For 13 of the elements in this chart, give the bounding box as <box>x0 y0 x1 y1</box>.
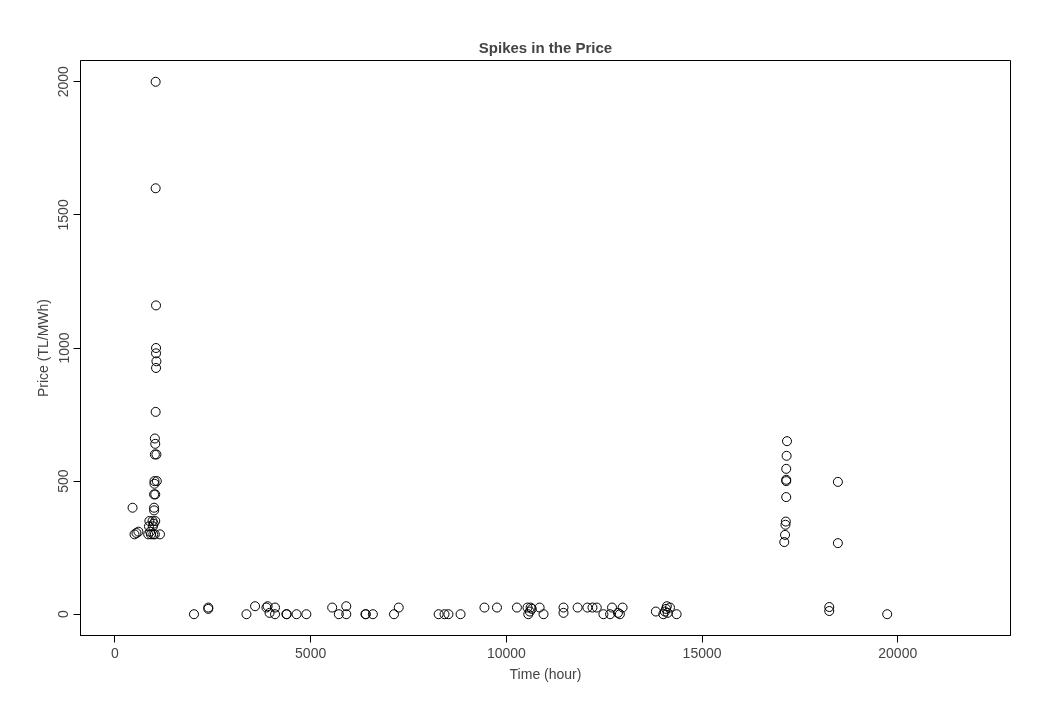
x-tick-label: 15000 <box>682 644 722 661</box>
x-tick-label: 5000 <box>295 644 327 661</box>
x-axis-title: Time (hour) <box>509 665 582 682</box>
x-tick-label: 10000 <box>486 644 527 661</box>
y-tick-label: 500 <box>55 469 72 493</box>
y-axis-title: Price (TL/MWh) <box>34 299 51 397</box>
x-tick-label: 0 <box>111 644 120 661</box>
x-tick-label: 20000 <box>878 644 918 661</box>
y-tick-label: 1000 <box>55 332 72 364</box>
y-tick-label: 2000 <box>55 66 72 98</box>
chart-title: Spikes in the Price <box>478 38 613 56</box>
y-tick-label: 1500 <box>55 199 72 231</box>
y-tick-label: 0 <box>55 610 72 619</box>
